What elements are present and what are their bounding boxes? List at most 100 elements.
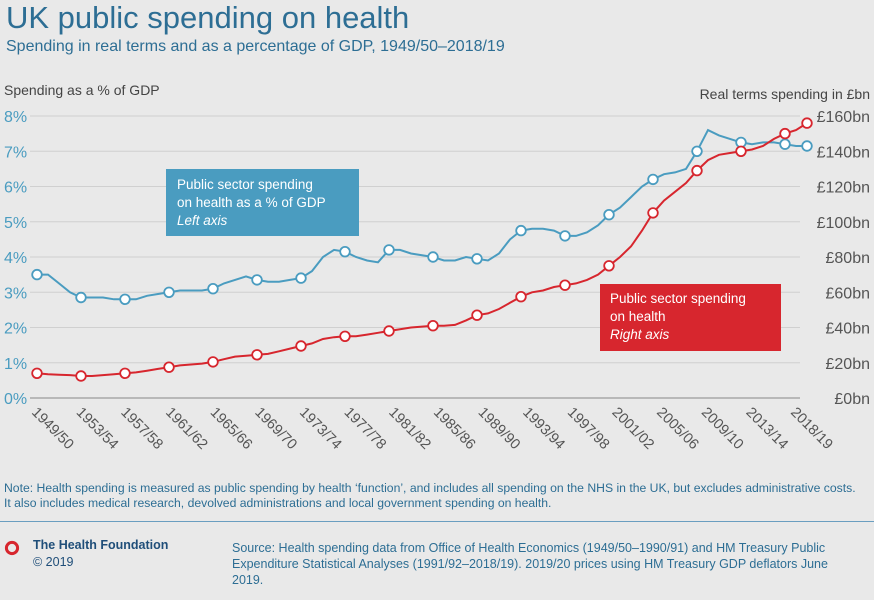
gridlines (30, 115, 800, 399)
data-point (471, 253, 483, 265)
left-tick-label: 0% (4, 391, 27, 408)
right-tick-label: £0bn (834, 391, 870, 408)
data-point (339, 245, 351, 258)
data-point (427, 251, 439, 263)
x-tick-label: 1969/70 (251, 405, 299, 453)
x-tick-label: 1977/78 (341, 405, 389, 453)
right-tick-label: £40bn (826, 321, 871, 338)
x-axis-ticks: 1949/501953/541957/581961/621965/661969/… (28, 405, 835, 453)
line-chart: Spending as a % of GDP Real terms spendi… (4, 82, 870, 453)
gdp-label-background (166, 169, 359, 236)
data-point (383, 244, 395, 256)
data-point (251, 274, 263, 286)
organisation-name: The Health Foundation (33, 538, 169, 552)
chart-title: UK public spending on health (6, 0, 410, 35)
data-point (801, 117, 813, 129)
gdp-label-line-1: Public sector spending (177, 177, 313, 192)
data-point (383, 325, 395, 337)
real-label-line-1: Public sector spending (610, 291, 746, 306)
data-point (691, 145, 703, 158)
data-point (207, 356, 219, 368)
data-point (163, 286, 175, 299)
data-point (515, 291, 527, 303)
data-point (295, 272, 307, 284)
left-tick-label: 7% (4, 144, 27, 161)
data-point (603, 260, 615, 272)
x-tick-label: 1993/94 (519, 405, 567, 453)
chart-subtitle: Spending in real terms and as a percenta… (6, 38, 505, 55)
real-label-axis: Right axis (610, 327, 670, 342)
data-point (691, 164, 703, 177)
data-point (251, 349, 263, 361)
left-axis-title: Spending as a % of GDP (4, 82, 160, 98)
data-point (427, 320, 439, 332)
data-point (471, 309, 483, 321)
data-point (515, 224, 527, 237)
data-point (31, 367, 43, 380)
x-tick-label: 1965/66 (207, 405, 255, 453)
x-tick-label: 1997/98 (564, 405, 612, 453)
gdp-series (31, 128, 813, 306)
right-tick-label: £20bn (826, 356, 871, 373)
data-point (801, 140, 813, 152)
x-tick-label: 1981/82 (385, 405, 433, 453)
data-point (295, 340, 307, 352)
x-tick-label: 2018/19 (787, 405, 835, 453)
data-point (647, 173, 659, 186)
left-tick-label: 2% (4, 321, 27, 338)
data-point (603, 208, 615, 221)
real-label-background (600, 284, 781, 351)
x-tick-label: 1985/86 (430, 405, 478, 453)
left-tick-label: 8% (4, 109, 27, 126)
copyright: © 2019 (33, 555, 74, 569)
data-point (779, 127, 791, 140)
x-tick-label: 1949/50 (28, 405, 76, 453)
data-point (559, 279, 571, 291)
health-foundation-logo-icon (4, 540, 20, 556)
data-point (339, 330, 351, 343)
source-note: Source: Health spending data from Office… (232, 541, 828, 587)
data-point (119, 293, 131, 306)
real-terms-series (31, 117, 813, 382)
footer-divider (0, 521, 874, 522)
data-point (559, 230, 571, 242)
x-tick-label: 1989/90 (475, 405, 523, 453)
data-point (779, 138, 791, 150)
x-tick-label: 1973/74 (296, 405, 344, 453)
data-point (119, 367, 131, 380)
left-tick-label: 6% (4, 180, 27, 197)
chart-note: Note: Health spending is measured as pub… (4, 481, 856, 510)
x-tick-label: 2009/10 (698, 405, 746, 453)
data-point (735, 145, 747, 158)
right-tick-label: £160bn (817, 109, 870, 126)
data-point (75, 370, 87, 382)
real-series-label-box: Public sector spending on health Right a… (600, 284, 781, 351)
right-axis-title: Real terms spending in £bn (700, 86, 870, 102)
data-point (75, 291, 87, 304)
data-point (31, 268, 43, 281)
gdp-label-axis: Left axis (177, 213, 228, 228)
left-tick-label: 4% (4, 250, 27, 267)
left-tick-label: 3% (4, 285, 27, 302)
x-tick-label: 1953/54 (73, 405, 121, 453)
data-point (163, 361, 175, 373)
right-axis-ticks: £0bn £20bn £40bn £60bn £80bn £100bn £120bn £140… (817, 109, 870, 408)
x-tick-label: 1957/58 (117, 405, 165, 453)
x-tick-label: 2013/14 (743, 405, 791, 453)
right-tick-label: £100bn (817, 215, 870, 232)
data-point (207, 283, 219, 295)
series-line (37, 128, 807, 301)
series-layer (31, 117, 813, 382)
x-tick-label: 2001/02 (609, 405, 657, 453)
right-tick-label: £140bn (817, 144, 870, 161)
gdp-series-label-box: Public sector spending on health as a % … (166, 169, 359, 236)
gdp-label-line-2: on health as a % of GDP (177, 195, 326, 210)
left-tick-label: 5% (4, 215, 27, 232)
left-tick-label: 1% (4, 356, 27, 373)
right-tick-label: £60bn (826, 285, 871, 302)
real-label-line-2: on health (610, 309, 666, 324)
left-axis-ticks: 0% 1% 2% 3% 4% 5% 6% 7% 8% (4, 109, 27, 408)
x-tick-label: 1961/62 (162, 405, 210, 453)
right-tick-label: £80bn (826, 250, 871, 267)
x-tick-label: 2005/06 (653, 405, 701, 453)
